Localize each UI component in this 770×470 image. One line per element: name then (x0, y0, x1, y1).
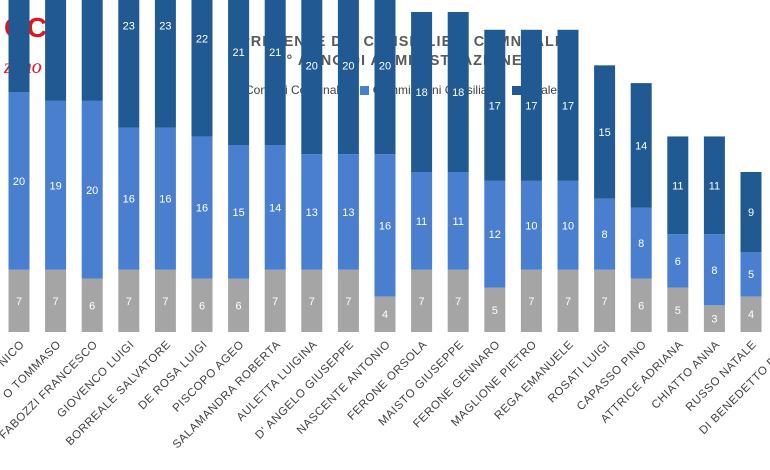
data-label-commissioni-2: 20 (86, 185, 98, 197)
data-label-commissioni-19: 8 (711, 265, 717, 277)
bar-segment-totale-4 (155, 0, 176, 128)
data-label-commissioni-9: 13 (342, 207, 354, 219)
data-label-totale-6: 21 (232, 47, 244, 59)
category-label-0: NICO (0, 339, 27, 370)
category-label-5: DE ROSA LUIGI (136, 339, 210, 413)
bar-segment-totale-7 (265, 0, 286, 145)
data-label-totale-15: 17 (562, 100, 574, 112)
data-label-totale-18: 11 (672, 180, 683, 192)
data-label-consigli-13: 5 (492, 305, 498, 317)
data-label-commissioni-18: 6 (675, 256, 681, 268)
data-label-totale-4: 23 (159, 20, 171, 32)
data-label-commissioni-20: 5 (748, 269, 754, 281)
data-label-commissioni-0: 20 (13, 176, 25, 188)
data-label-totale-9: 20 (342, 60, 354, 72)
data-label-commissioni-11: 11 (416, 216, 427, 228)
data-label-totale-8: 20 (306, 60, 318, 72)
data-label-totale-7: 21 (269, 47, 281, 59)
data-label-consigli-8: 7 (309, 296, 315, 308)
data-label-consigli-19: 3 (711, 314, 717, 326)
data-label-consigli-7: 7 (272, 296, 278, 308)
data-label-totale-10: 20 (379, 60, 391, 72)
data-label-consigli-15: 7 (565, 296, 571, 308)
data-label-consigli-11: 7 (419, 296, 425, 308)
data-label-consigli-9: 7 (345, 296, 351, 308)
data-label-totale-19: 11 (709, 180, 720, 192)
bar-segment-totale-8 (301, 0, 322, 154)
data-label-totale-17: 14 (635, 140, 647, 152)
data-label-commissioni-3: 16 (123, 194, 135, 206)
category-label-17: CAPASSO PINO (575, 339, 649, 413)
data-label-consigli-10: 4 (382, 309, 388, 321)
bar-segment-totale-5 (192, 0, 213, 136)
data-label-totale-16: 15 (598, 127, 610, 139)
data-label-commissioni-12: 11 (452, 216, 463, 228)
data-label-commissioni-1: 19 (49, 180, 61, 192)
data-label-consigli-6: 6 (236, 300, 242, 312)
category-label-6: PISCOPO AGEO (171, 339, 247, 415)
bar-segment-totale-2 (82, 0, 103, 101)
stacked-bar-chart: 7202771926620267162371623616226152171421… (0, 0, 770, 470)
data-label-consigli-1: 7 (53, 296, 59, 308)
data-label-consigli-3: 7 (126, 296, 132, 308)
data-label-consigli-12: 7 (455, 296, 461, 308)
data-label-consigli-20: 4 (748, 309, 754, 321)
bar-segment-totale-6 (228, 0, 249, 145)
data-label-totale-3: 23 (123, 20, 135, 32)
data-label-commissioni-16: 8 (602, 229, 608, 241)
data-label-totale-12: 18 (452, 87, 464, 99)
data-label-consigli-18: 5 (675, 305, 681, 317)
data-label-commissioni-8: 13 (306, 207, 318, 219)
bar-segment-totale-1 (45, 0, 66, 101)
data-label-totale-5: 22 (196, 34, 208, 46)
data-label-consigli-4: 7 (162, 296, 168, 308)
data-label-commissioni-14: 10 (525, 220, 537, 232)
data-label-commissioni-15: 10 (562, 220, 574, 232)
bar-segment-totale-9 (338, 0, 359, 154)
bar-segment-totale-3 (118, 0, 139, 128)
data-label-totale-13: 17 (489, 100, 501, 112)
data-label-commissioni-6: 15 (232, 207, 244, 219)
data-label-commissioni-5: 16 (196, 203, 208, 215)
data-label-commissioni-7: 14 (269, 203, 281, 215)
data-label-consigli-14: 7 (528, 296, 534, 308)
bar-segment-totale-10 (375, 0, 396, 154)
data-label-commissioni-17: 8 (638, 238, 644, 250)
data-label-totale-11: 18 (415, 87, 427, 99)
data-label-consigli-16: 7 (602, 296, 608, 308)
data-label-consigli-2: 6 (89, 300, 95, 312)
category-label-19: CHIATTO ANNA (650, 339, 723, 412)
category-label-20: RUSSO NATALE (684, 339, 759, 414)
data-label-consigli-5: 6 (199, 300, 205, 312)
data-label-commissioni-10: 16 (379, 220, 391, 232)
category-label-16: ROSATI LUIGI (546, 339, 613, 406)
data-label-consigli-17: 6 (638, 300, 644, 312)
data-label-totale-14: 17 (525, 100, 537, 112)
data-label-totale-20: 9 (748, 207, 754, 219)
data-label-commissioni-4: 16 (159, 194, 171, 206)
data-label-commissioni-13: 12 (489, 229, 501, 241)
data-label-consigli-0: 7 (16, 296, 22, 308)
bar-segment-totale-0 (9, 0, 30, 92)
